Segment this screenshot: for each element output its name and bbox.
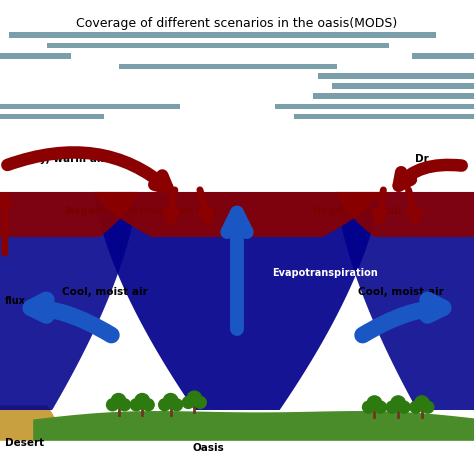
Polygon shape [0, 192, 137, 410]
Polygon shape [0, 192, 137, 237]
FancyArrowPatch shape [166, 190, 176, 222]
Bar [332, 83, 474, 89]
FancyArrowPatch shape [409, 190, 419, 222]
Bar [0, 114, 104, 119]
Bar [275, 104, 474, 109]
Bar [294, 114, 474, 119]
Bar [313, 93, 474, 99]
Bar [0, 104, 180, 109]
FancyArrowPatch shape [399, 165, 462, 186]
Circle shape [391, 396, 405, 410]
Circle shape [111, 393, 126, 408]
Circle shape [118, 399, 130, 411]
Bar [118, 64, 337, 69]
Circle shape [187, 391, 201, 406]
Circle shape [171, 399, 182, 411]
FancyArrowPatch shape [8, 153, 167, 188]
Text: Dr: Dr [415, 154, 428, 164]
Text: Coverage of different scenarios in the oasis(MODS): Coverage of different scenarios in the o… [76, 17, 398, 29]
Bar [412, 53, 474, 59]
Circle shape [367, 396, 382, 410]
Circle shape [422, 401, 434, 413]
Circle shape [135, 393, 149, 408]
Circle shape [386, 401, 398, 413]
Circle shape [398, 401, 410, 413]
Text: Dry, warm air: Dry, warm air [26, 154, 106, 164]
Bar [9, 32, 436, 38]
Polygon shape [33, 411, 474, 441]
FancyArrowPatch shape [200, 190, 211, 222]
Circle shape [159, 399, 171, 411]
FancyArrowPatch shape [227, 213, 247, 329]
Circle shape [107, 399, 118, 411]
Polygon shape [337, 192, 474, 410]
Circle shape [363, 401, 374, 413]
Text: Oasis: Oasis [193, 443, 224, 453]
Circle shape [182, 396, 194, 409]
FancyArrowPatch shape [31, 300, 111, 335]
FancyArrowPatch shape [374, 190, 384, 222]
FancyArrowPatch shape [0, 195, 9, 253]
Text: flux: flux [5, 296, 26, 306]
Polygon shape [0, 405, 55, 441]
Circle shape [130, 399, 142, 411]
Text: Cool, moist air: Cool, moist air [62, 286, 147, 297]
Circle shape [415, 396, 429, 410]
Circle shape [374, 401, 386, 413]
Text: Evapotranspiration: Evapotranspiration [273, 267, 378, 278]
FancyArrowPatch shape [363, 300, 443, 335]
Bar [318, 73, 474, 79]
Text: Cool, moist air: Cool, moist air [358, 286, 444, 297]
Bar [0, 53, 71, 59]
Polygon shape [95, 192, 379, 237]
Text: Desert: Desert [5, 438, 44, 448]
Text: Negative sensib: Negative sensib [313, 206, 401, 216]
Text: Negative sensible heat flux: Negative sensible heat flux [66, 206, 218, 216]
Bar [47, 43, 389, 48]
Circle shape [194, 396, 206, 409]
Polygon shape [95, 192, 379, 410]
Polygon shape [337, 192, 474, 237]
Circle shape [410, 401, 422, 413]
Circle shape [164, 393, 178, 408]
Circle shape [142, 399, 154, 411]
